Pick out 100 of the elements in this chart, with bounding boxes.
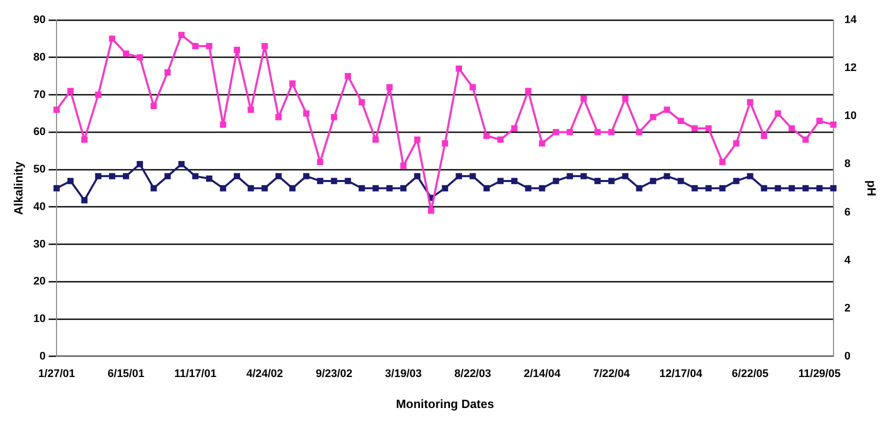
point: [470, 84, 476, 90]
point: [330, 114, 338, 120]
point: [705, 185, 712, 192]
point: [344, 72, 352, 80]
point: [733, 178, 740, 184]
point: [566, 129, 573, 136]
point: [428, 208, 434, 214]
point: [816, 118, 823, 124]
point: [178, 32, 185, 38]
point: [538, 140, 546, 146]
point: [650, 114, 656, 120]
y-tick-label: 50: [33, 164, 46, 176]
x-tick-label: 7/22/04: [593, 368, 631, 380]
point: [678, 118, 684, 124]
point: [81, 136, 88, 143]
point: [95, 92, 102, 98]
point: [136, 54, 143, 60]
point: [622, 95, 628, 102]
point: [774, 110, 782, 117]
point: [150, 185, 157, 192]
y-axis-title: Alkalinity: [12, 161, 26, 215]
point: [192, 173, 198, 180]
x-tick-label: 9/23/02: [316, 368, 352, 380]
point: [122, 50, 130, 57]
point: [497, 178, 504, 184]
y-tick-label: 60: [33, 126, 46, 138]
x-tick-label: 2/14/04: [524, 368, 562, 380]
point: [303, 110, 310, 117]
point: [386, 185, 393, 192]
point: [248, 106, 254, 113]
point: [470, 173, 476, 180]
y2-tick-label: 4: [844, 254, 852, 266]
x-tick-label: 12/17/04: [659, 368, 704, 380]
y-tick-label: 20: [33, 276, 46, 288]
point: [456, 173, 462, 180]
y-tick-label: 80: [33, 51, 46, 64]
y2-tick-label: 12: [844, 62, 857, 74]
point: [122, 173, 130, 180]
point: [650, 178, 656, 184]
point: [234, 173, 240, 180]
point: [552, 129, 560, 136]
point: [289, 80, 296, 87]
point: [414, 136, 420, 143]
point: [54, 185, 60, 192]
y2-tick-label: 0: [844, 350, 850, 362]
point: [372, 136, 379, 143]
point: [580, 95, 587, 102]
point: [248, 185, 254, 192]
point: [178, 161, 185, 168]
y2-axis-title: pH: [864, 180, 878, 196]
point: [788, 125, 795, 132]
point: [802, 185, 809, 192]
point: [747, 173, 754, 180]
point: [317, 158, 324, 166]
point: [81, 197, 88, 204]
point: [692, 185, 698, 192]
point: [206, 175, 212, 182]
y2-tick-label: 10: [844, 110, 857, 122]
point: [358, 99, 365, 106]
y2-tick-label: 6: [844, 206, 850, 218]
point: [788, 185, 795, 192]
point: [664, 106, 670, 113]
point: [483, 185, 490, 192]
point: [108, 173, 116, 180]
x-tick-label: 4/24/02: [246, 368, 284, 380]
point: [594, 178, 601, 184]
point: [136, 161, 143, 168]
point: [67, 178, 74, 184]
point: [317, 178, 324, 184]
point: [774, 185, 782, 192]
point: [234, 46, 240, 54]
point: [372, 185, 379, 192]
point: [636, 129, 642, 136]
y-tick-label: 90: [33, 14, 46, 26]
point: [67, 88, 74, 94]
point: [358, 185, 365, 192]
point: [760, 185, 768, 192]
point: [622, 173, 628, 180]
point: [719, 158, 726, 166]
y2-tick-label: 2: [844, 302, 850, 314]
point: [95, 173, 102, 180]
point: [692, 125, 698, 132]
point: [54, 106, 60, 113]
y2-tick-label: 8: [844, 158, 850, 170]
point: [525, 88, 532, 94]
point: [344, 178, 352, 184]
point: [275, 114, 282, 120]
x-axis-title: Monitoring Dates: [396, 397, 494, 412]
point: [747, 99, 754, 106]
point: [483, 132, 490, 139]
point: [830, 122, 836, 128]
point: [566, 173, 573, 180]
point: [206, 43, 212, 50]
point: [386, 84, 393, 90]
point: [705, 125, 712, 132]
x-tick-label: 6/22/05: [732, 368, 768, 380]
point: [275, 173, 282, 180]
point: [400, 162, 407, 169]
point: [442, 185, 448, 192]
point: [220, 185, 226, 192]
